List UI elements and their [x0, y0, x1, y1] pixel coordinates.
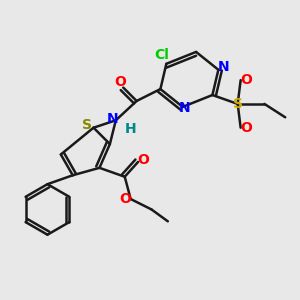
Text: N: N: [218, 60, 230, 74]
Text: S: S: [233, 97, 243, 111]
Text: S: S: [82, 118, 92, 132]
Text: O: O: [241, 121, 253, 135]
Text: H: H: [125, 122, 136, 136]
Text: O: O: [114, 75, 126, 89]
Text: N: N: [106, 112, 118, 126]
Text: Cl: Cl: [154, 49, 169, 62]
Text: O: O: [119, 192, 131, 206]
Text: O: O: [241, 73, 253, 87]
Text: N: N: [178, 101, 190, 116]
Text: O: O: [137, 153, 149, 167]
